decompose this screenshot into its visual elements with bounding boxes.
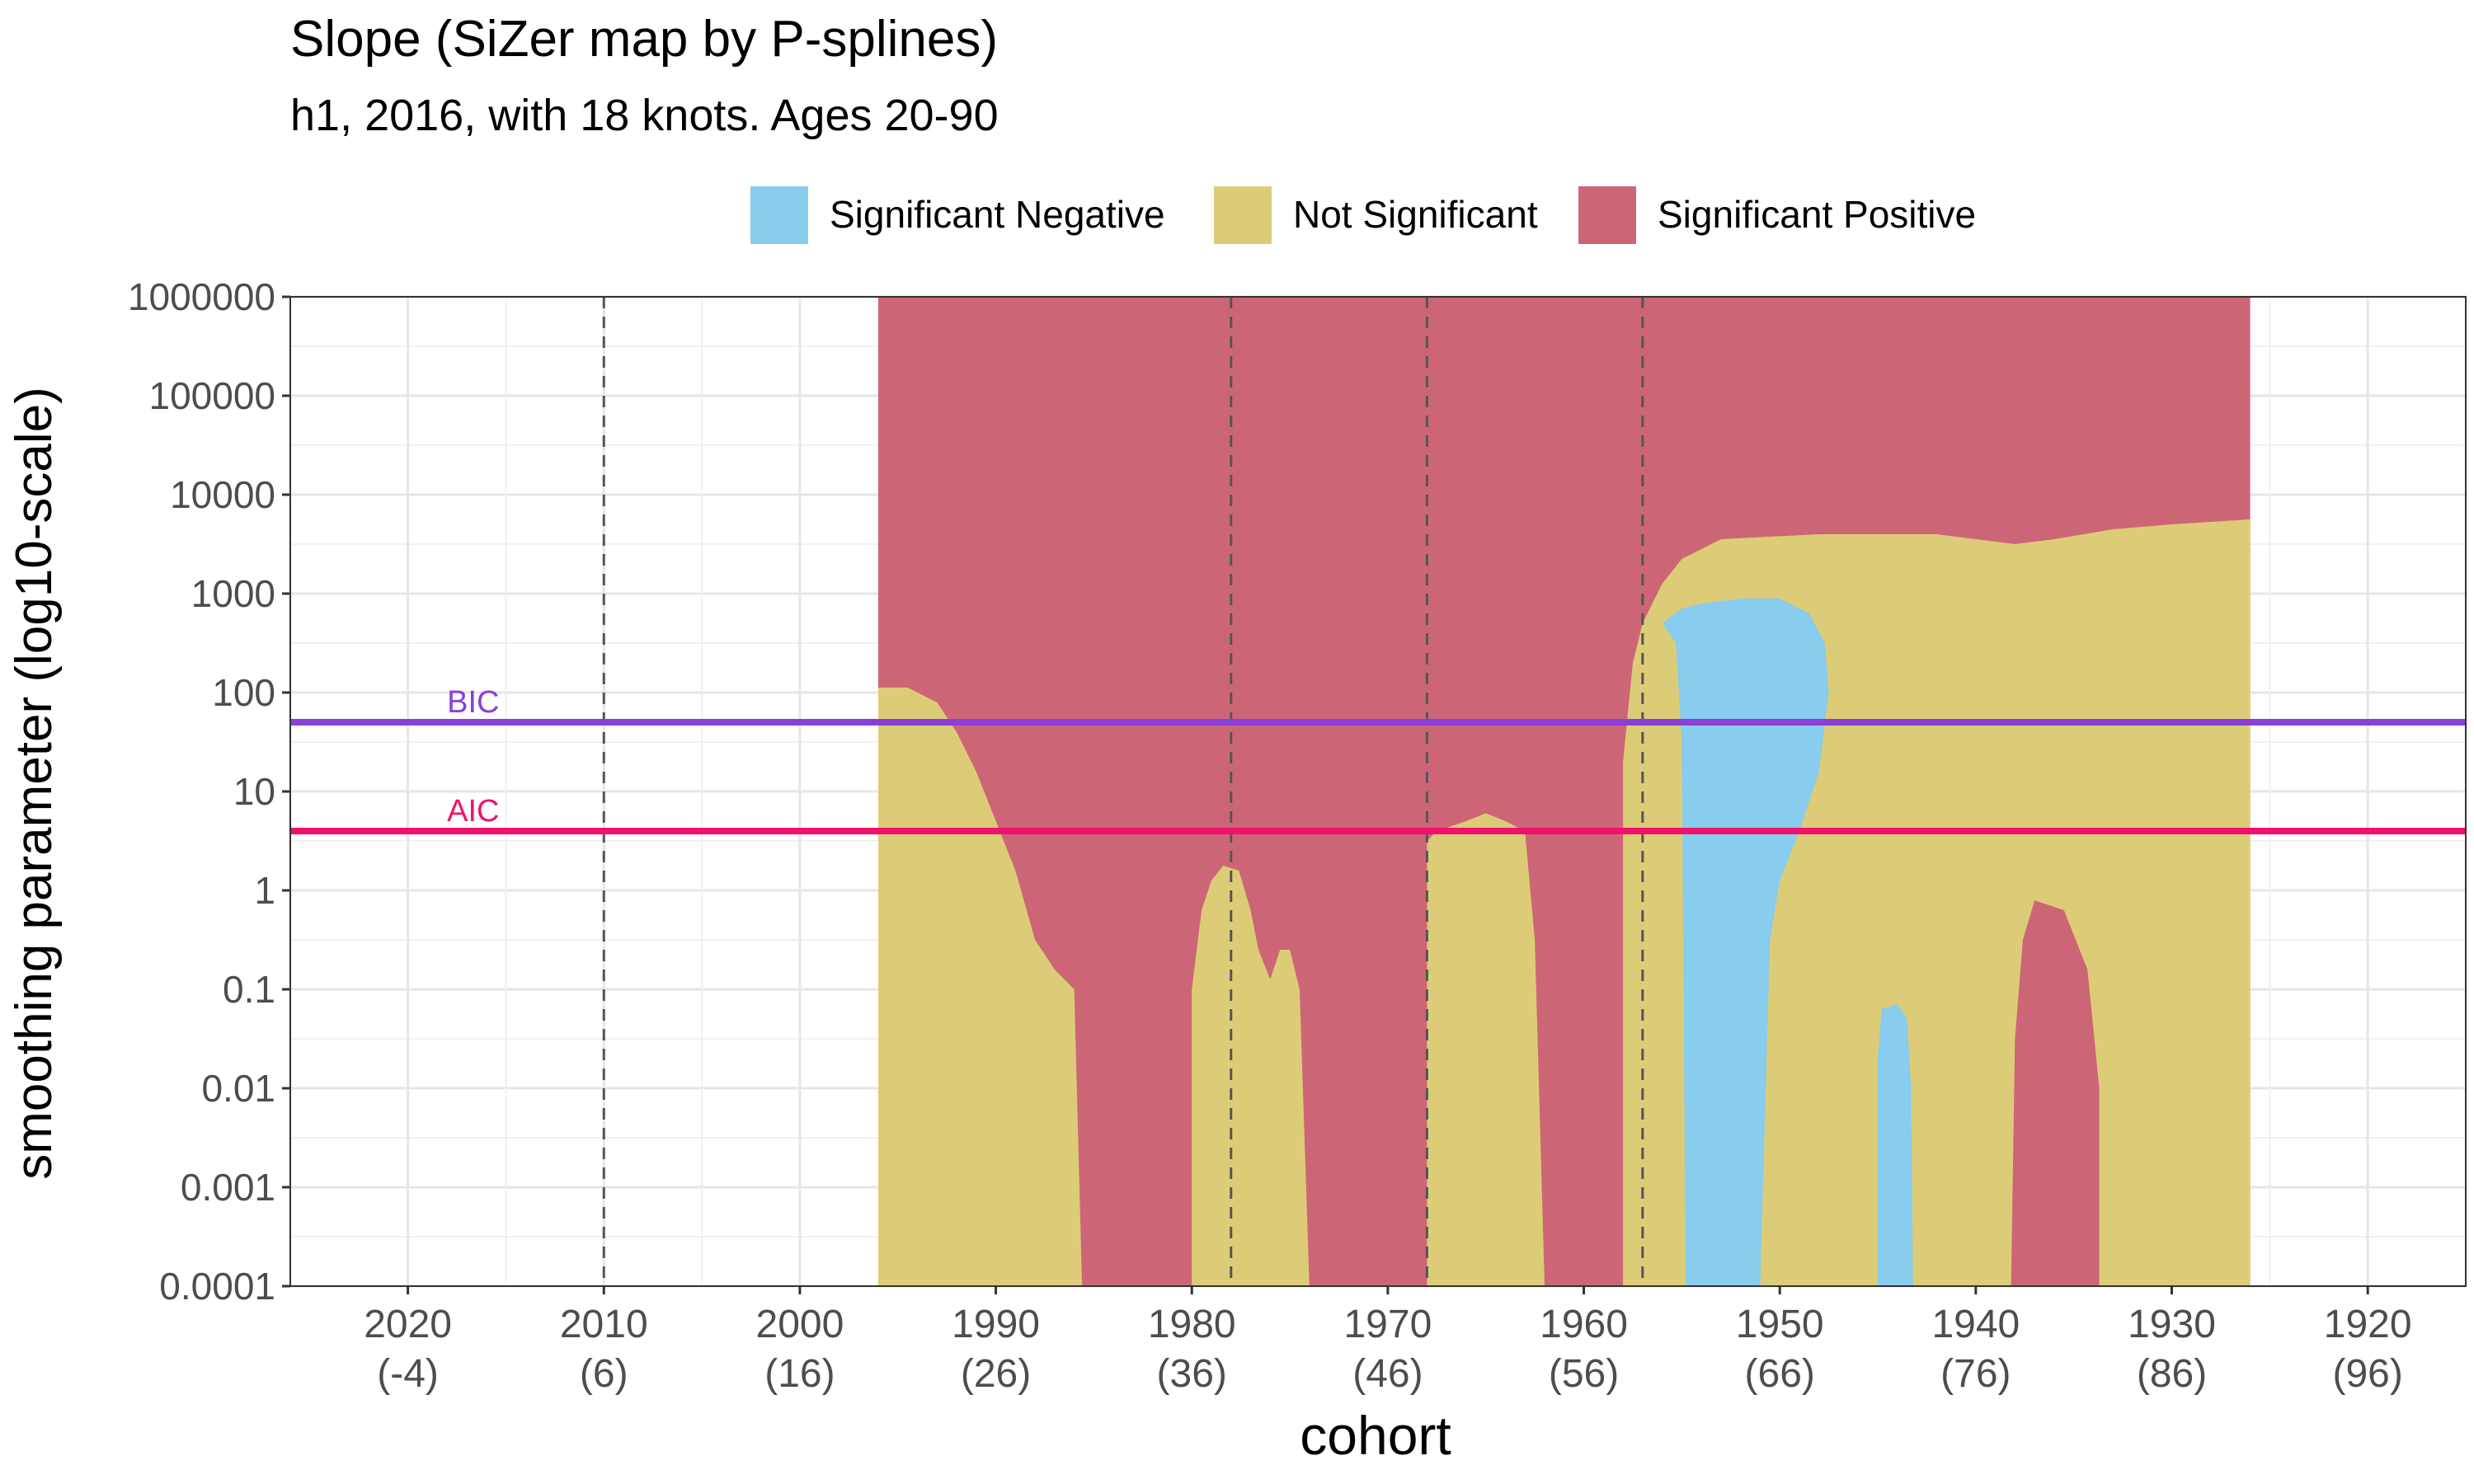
x-tick-age-label: (56) [1549, 1352, 1619, 1396]
ref-label-bic: BIC [447, 685, 499, 720]
x-axis-label: cohort [1300, 1405, 1451, 1466]
chart-subtitle: h1, 2016, with 18 knots. Ages 20-90 [290, 91, 999, 140]
y-tick-label: 10 [233, 770, 275, 813]
x-tick-age-label: (46) [1352, 1352, 1423, 1396]
x-tick-age-label: (66) [1745, 1352, 1815, 1396]
y-tick-label: 100 [212, 671, 275, 714]
x-tick-age-label: (-4) [377, 1352, 439, 1396]
legend-label: Not Significant [1293, 193, 1538, 236]
y-tick-label: 0.0001 [159, 1265, 275, 1308]
region-neg [1662, 599, 1829, 1286]
legend-swatch [1578, 186, 1636, 244]
y-tick-label: 1000000 [128, 275, 275, 318]
legend: Significant Negative Not Significant Signi… [750, 186, 1976, 244]
ref-label-aic: AIC [447, 794, 499, 829]
x-tick-label: 1950 [1736, 1303, 1824, 1346]
x-tick-age-label: (26) [961, 1352, 1031, 1396]
x-axis: 2020 (-4) 2010 (6) 2000 (16) 1990 (26) 1980 (36) 1… [364, 1286, 2412, 1396]
x-tick-label: 1920 [2324, 1303, 2412, 1346]
region-ns [878, 688, 1083, 1286]
legend-label: Significant Positive [1658, 193, 1976, 236]
x-tick-age-label: (86) [2137, 1352, 2207, 1396]
x-tick-age-label: (36) [1157, 1352, 1227, 1396]
x-tick-age-label: (76) [1940, 1352, 2011, 1396]
x-tick-label: 1930 [2128, 1303, 2216, 1346]
x-tick-label: 1940 [1931, 1303, 2020, 1346]
reference-lines: BIC AIC [290, 685, 2466, 834]
legend-swatch [1214, 186, 1272, 244]
y-tick-label: 0.001 [181, 1166, 275, 1209]
legend-swatch [750, 186, 808, 244]
y-tick-label: 0.1 [223, 968, 275, 1011]
y-tick-label: 1 [254, 869, 275, 912]
x-tick-age-label: (6) [580, 1352, 628, 1396]
legend-label: Significant Negative [830, 193, 1165, 236]
region-neg [1878, 1004, 1913, 1286]
x-tick-label: 2020 [364, 1303, 452, 1346]
plot-panel: BIC AIC [289, 295, 2467, 1288]
x-tick-label: 1960 [1540, 1303, 1628, 1346]
x-tick-label: 1970 [1343, 1303, 1432, 1346]
x-tick-label: 2000 [756, 1303, 844, 1346]
x-tick-label: 1980 [1148, 1303, 1236, 1346]
x-tick-age-label: (96) [2332, 1352, 2402, 1396]
vertical-dashed-lines [602, 297, 1644, 1286]
y-axis: 1000000 100000 10000 1000 100 10 1 0.1 0.01 0.001… [128, 275, 290, 1308]
sizer-heatmap [877, 297, 2251, 1286]
region-ns [1427, 813, 1545, 1286]
y-tick-label: 1000 [191, 572, 275, 615]
chart-title: Slope (SiZer map by P-splines) [290, 11, 998, 68]
y-tick-label: 10000 [170, 473, 275, 516]
x-tick-label: 2010 [560, 1303, 648, 1346]
x-tick-age-label: (16) [764, 1352, 835, 1396]
y-tick-label: 0.01 [201, 1067, 275, 1110]
x-tick-label: 1990 [952, 1303, 1040, 1346]
y-tick-label: 100000 [149, 374, 276, 417]
region-ns [1192, 866, 1310, 1286]
y-axis-label: smoothing parameter (log10-scale) [6, 387, 63, 1179]
